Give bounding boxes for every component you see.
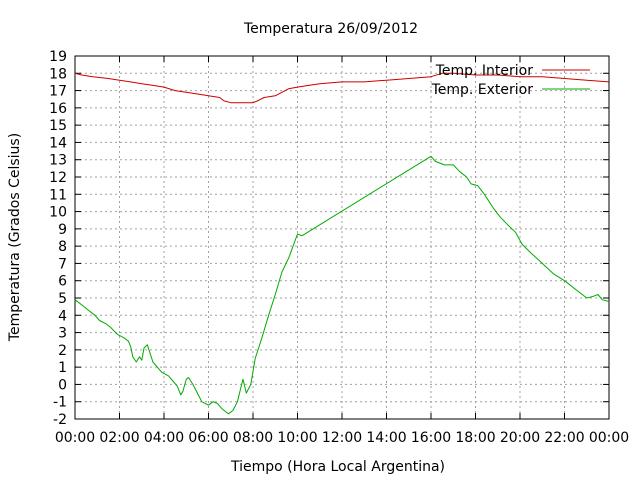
x-tick-label: 06:00 [188, 430, 228, 446]
y-tick-label: 9 [58, 222, 67, 238]
y-tick-label: 19 [49, 49, 67, 65]
y-tick-label: -2 [53, 412, 67, 428]
x-tick-label: 18:00 [455, 430, 495, 446]
y-tick-label: 11 [49, 187, 67, 203]
legend-label-exterior: Temp. Exterior [431, 82, 534, 98]
y-tick-label: 15 [49, 118, 67, 134]
y-tick-label: 14 [49, 135, 67, 151]
x-tick-label: 08:00 [233, 430, 273, 446]
x-tick-label: 02:00 [99, 430, 139, 446]
y-tick-label: 12 [49, 170, 67, 186]
x-tick-label: 00:00 [55, 430, 95, 446]
x-tick-label: 22:00 [544, 430, 584, 446]
y-tick-label: 2 [58, 343, 67, 359]
y-tick-label: 13 [49, 153, 67, 169]
y-axis-label: Temperatura (Grados Celsius) [7, 133, 23, 342]
y-tick-label: 16 [49, 101, 67, 117]
y-tick-label: 3 [58, 326, 67, 342]
series-lines [74, 72, 610, 415]
x-tick-label: 00:00 [589, 430, 629, 446]
y-tick-label: -1 [53, 395, 67, 411]
x-tick-label: 04:00 [144, 430, 184, 446]
grid-lines [75, 56, 609, 419]
x-tick-label: 20:00 [500, 430, 540, 446]
y-tick-label: 0 [58, 377, 67, 393]
y-tick-label: 18 [49, 66, 67, 82]
y-tick-label: 10 [49, 205, 67, 221]
legend-label-interior: Temp. Interior [435, 63, 534, 79]
x-axis-label: Tiempo (Hora Local Argentina) [230, 459, 445, 475]
y-tick-label: 5 [58, 291, 67, 307]
x-tick-label: 16:00 [411, 430, 451, 446]
chart-title: Temperatura 26/09/2012 [243, 21, 418, 37]
x-tick-label: 10:00 [277, 430, 317, 446]
x-tick-label: 12:00 [322, 430, 362, 446]
y-tick-label: 4 [58, 308, 67, 324]
series-line-exterior [74, 155, 610, 415]
y-tick-label: 7 [58, 256, 67, 272]
legend: Temp. Interior Temp. Exterior [431, 63, 590, 98]
y-tick-label: 1 [58, 360, 67, 376]
series-line-interior [74, 72, 610, 104]
x-tick-label: 14:00 [366, 430, 406, 446]
y-tick-label: 6 [58, 274, 67, 290]
y-tick-label: 8 [58, 239, 67, 255]
y-tick-label: 17 [49, 84, 67, 100]
